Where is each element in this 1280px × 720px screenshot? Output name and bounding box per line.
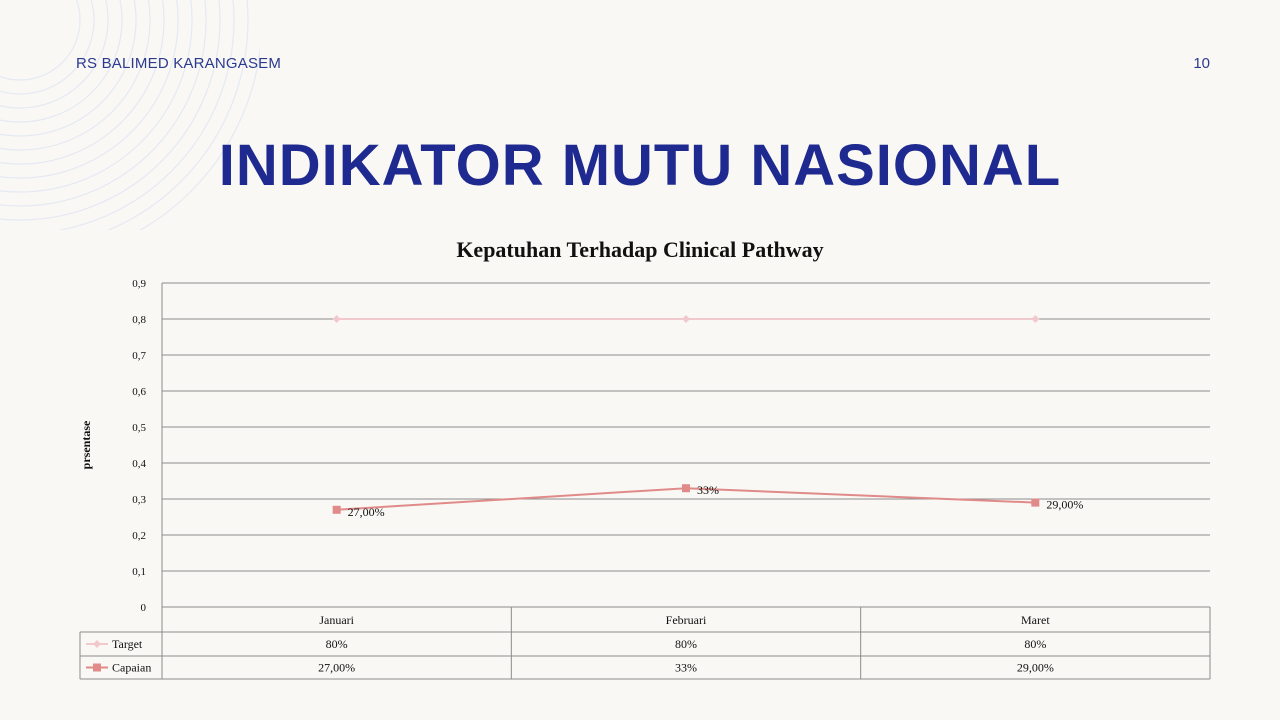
data-point-capaian — [332, 505, 341, 514]
chart-title: Kepatuhan Terhadap Clinical Pathway — [456, 237, 823, 262]
decorative-arc — [0, 0, 151, 151]
decorative-arc — [0, 0, 193, 193]
decorative-arc — [0, 0, 165, 165]
decorative-arc — [0, 0, 137, 137]
table-cell: 80% — [675, 637, 697, 651]
x-category-label: Februari — [666, 613, 707, 627]
organization-name: RS BALIMED KARANGASEM — [76, 55, 282, 72]
y-tick-label: 0,6 — [132, 386, 146, 398]
x-category-label: Januari — [319, 613, 354, 627]
decorative-arc — [0, 0, 109, 109]
y-tick-label: 0,8 — [132, 314, 146, 326]
data-point-target — [1031, 315, 1040, 323]
decorative-arc — [0, 0, 221, 221]
y-tick-label: 0,9 — [132, 278, 146, 290]
data-point-target — [332, 315, 341, 323]
y-tick-label: 0,1 — [132, 566, 146, 578]
decorative-arc — [107, 0, 249, 230]
y-tick-label: 0,3 — [132, 494, 146, 506]
table-cell: 80% — [1024, 637, 1046, 651]
slide-title: INDIKATOR MUTU NASIONAL — [218, 133, 1062, 198]
legend-key-marker — [93, 640, 101, 648]
decorative-arc — [0, 0, 179, 179]
y-tick-label: 0 — [141, 602, 147, 614]
data-point-target — [682, 315, 690, 323]
data-point-capaian — [1031, 498, 1040, 507]
y-tick-label: 0,2 — [132, 530, 146, 542]
y-axis-label: prsentase — [79, 420, 93, 469]
x-category-label: Maret — [1021, 613, 1050, 627]
legend-label: Capaian — [112, 661, 151, 675]
y-tick-label: 0,7 — [132, 350, 146, 362]
data-label: 33% — [697, 483, 719, 497]
table-cell: 33% — [675, 661, 697, 675]
decorative-arc — [0, 0, 207, 207]
decorative-arcs — [0, 0, 260, 230]
data-label: 29,00% — [1046, 498, 1083, 512]
legend-key-marker — [93, 663, 101, 672]
table-cell: 27,00% — [318, 661, 355, 675]
y-tick-label: 0,5 — [132, 422, 146, 434]
decorative-arc — [57, 0, 235, 230]
y-tick-label: 0,4 — [132, 458, 146, 470]
decorative-arc — [0, 0, 95, 95]
data-point-capaian — [682, 484, 690, 493]
table-cell: 80% — [326, 637, 348, 651]
decorative-arc — [0, 0, 123, 123]
legend-label: Target — [112, 637, 143, 651]
page-number: 10 — [1193, 55, 1210, 72]
decorative-arc — [0, 0, 81, 81]
table-cell: 29,00% — [1017, 661, 1054, 675]
data-label: 27,00% — [348, 505, 385, 519]
